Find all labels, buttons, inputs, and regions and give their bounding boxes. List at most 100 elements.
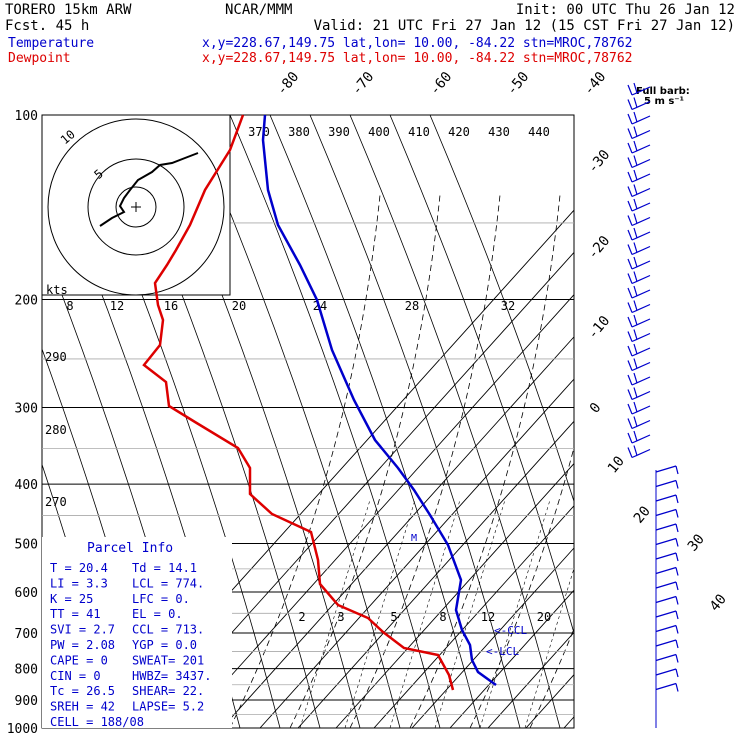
wind-barb-flag xyxy=(633,271,638,282)
pressure-label: 400 xyxy=(15,478,38,493)
wind-barb xyxy=(655,624,677,633)
wind-barb-flag xyxy=(675,639,679,649)
theta-label-top: 420 xyxy=(448,125,470,139)
mixing-ratio-label-lower: 2 xyxy=(298,610,305,624)
parcel-row-right: HWBZ= 3437. xyxy=(132,669,211,683)
wind-barb xyxy=(655,523,677,531)
wind-barb xyxy=(655,552,677,560)
wind-barb-flag xyxy=(627,447,633,458)
parcel-row-left: Tc = 26.5 xyxy=(50,684,115,698)
wind-barb-flag xyxy=(627,186,633,197)
pressure-label: 1000 xyxy=(7,722,38,737)
wind-barb xyxy=(655,581,677,589)
wind-barb xyxy=(631,86,651,96)
wind-barb-flag xyxy=(627,389,633,400)
parcel-row-left: CELL = 188/08 xyxy=(50,715,144,729)
parcel-row-left: K = 25 xyxy=(50,592,93,606)
theta-label-top: 410 xyxy=(408,125,430,139)
wind-barb xyxy=(631,100,651,111)
isotherm-line xyxy=(183,293,574,728)
isotherm-label: -80 xyxy=(274,69,303,99)
mixing-ratio-line xyxy=(344,499,416,728)
wind-barb-flag xyxy=(633,300,638,311)
mixing-ratio-line xyxy=(479,499,551,728)
mixing-ratio-line xyxy=(434,499,506,728)
isotherm-label: 0 xyxy=(587,400,605,417)
mixing-ratio-label-lower: 20 xyxy=(537,610,551,624)
isotherm-label: 40 xyxy=(707,591,730,614)
mixing-ratio-label-lower: 3 xyxy=(337,610,344,624)
moist-adiabat xyxy=(469,446,574,728)
wind-barb-flag xyxy=(675,523,679,533)
wind-barb-flag xyxy=(633,430,638,442)
wind-barb xyxy=(631,245,651,256)
wind-barb-flag xyxy=(627,128,633,139)
hodograph-trace xyxy=(99,152,199,227)
wind-barb-flag xyxy=(633,387,638,398)
wind-barb-flag xyxy=(675,610,679,620)
isotherm-label: -20 xyxy=(585,233,614,263)
wind-barb-flag xyxy=(633,445,638,456)
wind-barb xyxy=(631,376,651,386)
wind-barb xyxy=(631,129,651,140)
mixing-ratio-label-lower: 5 xyxy=(390,610,397,624)
init-time: Init: 00 UTC Thu 26 Jan 12 xyxy=(516,2,735,18)
isotherm-line xyxy=(449,589,574,728)
pressure-label: 800 xyxy=(15,663,38,678)
theta-label-top: 370 xyxy=(248,125,270,139)
wind-barb xyxy=(631,115,651,125)
wind-barb-flag xyxy=(633,169,638,181)
wind-barb xyxy=(631,274,651,285)
mixing-ratio-line xyxy=(389,499,461,728)
isotherm-line xyxy=(297,420,574,728)
mixing-ratio-line xyxy=(524,567,574,728)
isotherm-line xyxy=(602,115,740,728)
isotherm-line xyxy=(640,115,740,728)
parcel-info-title: Parcel Info xyxy=(87,541,173,556)
wind-barb-flag xyxy=(633,401,638,413)
wind-barb xyxy=(631,303,651,314)
pressure-label: 100 xyxy=(15,109,38,124)
wind-barb-flag xyxy=(627,215,633,226)
wind-barb xyxy=(655,639,677,647)
legend-dewpoint: Dewpoint xyxy=(8,51,71,66)
parcel-row-left: TT = 41 xyxy=(50,607,101,621)
wind-barb-flag xyxy=(633,256,638,268)
isotherm-label: -30 xyxy=(585,147,614,177)
wind-barb-flag xyxy=(627,287,633,299)
wind-barb-flag xyxy=(675,538,679,547)
isotherm-line xyxy=(335,462,574,728)
isotherm-label: -70 xyxy=(349,69,378,99)
parcel-info-panel xyxy=(42,537,232,728)
wind-barb-flag xyxy=(627,229,633,241)
isotherm-label: -40 xyxy=(581,69,610,99)
wind-barb xyxy=(655,494,677,502)
wind-barb xyxy=(631,318,651,328)
theta-label-left: 280 xyxy=(45,423,67,437)
theta-label-left: 290 xyxy=(45,350,67,364)
wind-barbs xyxy=(627,82,679,728)
isotherm-label: 20 xyxy=(631,503,654,526)
wind-barb xyxy=(655,668,677,676)
wind-barb xyxy=(631,289,651,299)
isotherm-line xyxy=(221,336,574,728)
theta-label-top: 380 xyxy=(288,125,310,139)
parcel-row-left: CAPE = 0 xyxy=(50,653,108,667)
pressure-label: 900 xyxy=(15,694,38,709)
moist-adiabat xyxy=(349,194,501,728)
wind-barb-flag xyxy=(627,142,633,154)
wind-barb-flag xyxy=(627,258,633,270)
temperature-line xyxy=(261,114,497,687)
wind-barb xyxy=(631,158,651,169)
mixing-ratio-label-upper: 20 xyxy=(232,299,246,313)
wind-barb xyxy=(631,187,651,198)
moist-adiabat xyxy=(409,194,561,728)
wind-barb xyxy=(655,465,677,473)
isotherm-line xyxy=(678,115,740,728)
wind-barb-flag xyxy=(675,494,679,504)
wind-barb-flag xyxy=(633,82,638,94)
theta-label-top: 400 xyxy=(368,125,390,139)
parcel-row-left: PW = 2.08 xyxy=(50,638,115,652)
pressure-label: 700 xyxy=(15,627,38,642)
